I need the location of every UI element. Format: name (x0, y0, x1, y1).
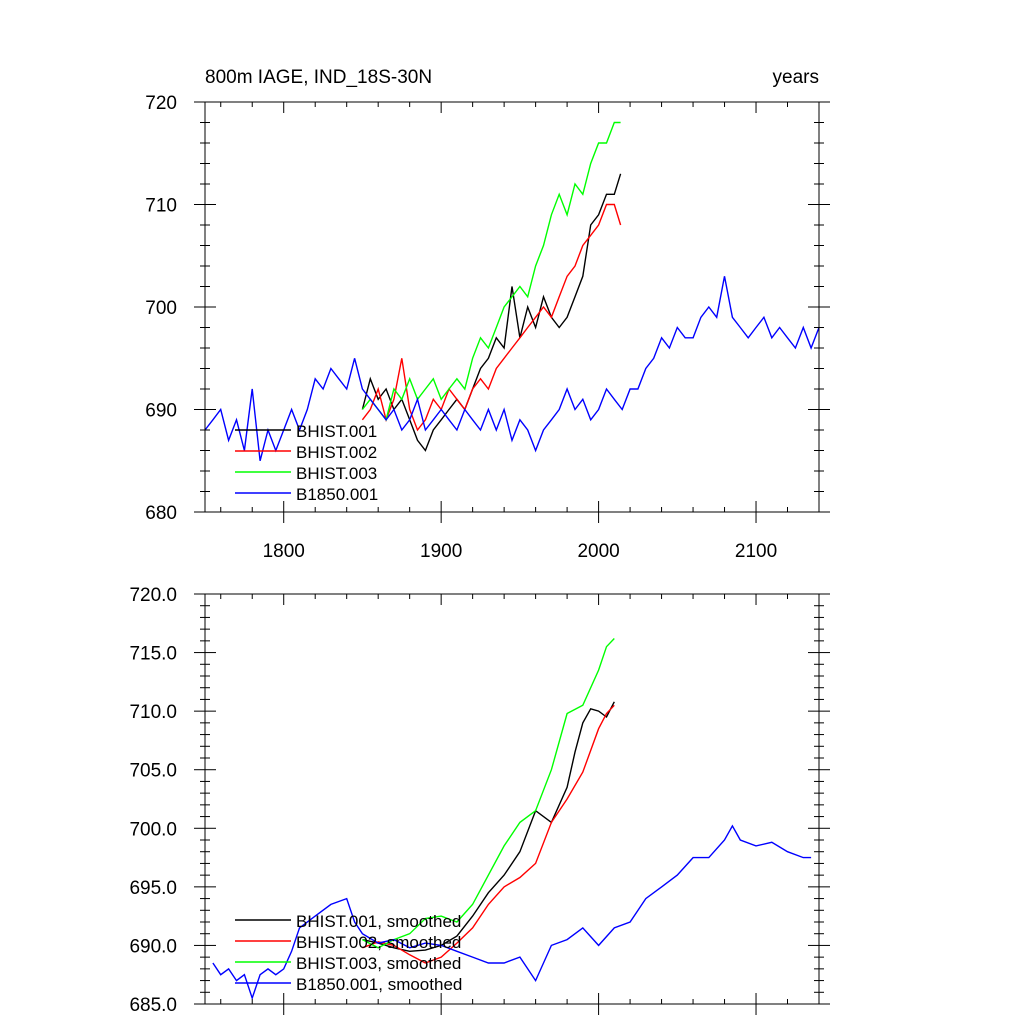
y-tick-label: 710.0 (129, 702, 177, 723)
legend-label: B1850.001, smoothed (296, 975, 462, 994)
y-tick-label: 690.0 (129, 936, 177, 957)
legend: BHIST.001, smoothed BHIST.002, smoothed BH… (235, 912, 462, 994)
axis-ticks (194, 101, 830, 523)
series-line-3 (362, 638, 615, 949)
right-title: years (773, 67, 819, 88)
x-tick-label: 2000 (577, 541, 619, 562)
series-line-3 (361, 121, 621, 422)
series-line-1 (362, 701, 615, 953)
y-tick-label: 720.0 (129, 585, 177, 606)
plot-frame (204, 593, 820, 1005)
series-lines (204, 121, 820, 461)
series-line-4 (204, 276, 820, 461)
tick-labels: 685.0 690.0 695.0 700.0 705.0 710.0 715.0 720.0 (129, 585, 177, 1016)
chart-title: 800m IAGE, IND_18S-30N (205, 67, 432, 88)
y-tick-label: 680 (145, 503, 177, 524)
y-tick-label: 700.0 (129, 819, 177, 840)
legend-label: BHIST.003 (296, 464, 377, 483)
series-line-2 (361, 203, 622, 432)
top-panel: 800m IAGE, IND_18S-30N years 680 690 700 71… (145, 67, 830, 562)
legend-label: BHIST.001, smoothed (296, 912, 461, 931)
legend-label: BHIST.001 (296, 422, 377, 441)
tick-labels: 680 690 700 710 720 1800 1900 2000 2100 (145, 93, 777, 562)
y-tick-label: 720 (145, 93, 177, 114)
legend: BHIST.001 BHIST.002 BHIST.003 B1850.001 (235, 422, 378, 504)
x-tick-label: 1800 (263, 541, 305, 562)
series-lines (212, 638, 812, 1001)
legend-label: BHIST.003, smoothed (296, 954, 461, 973)
y-tick-label: 710 (145, 196, 177, 217)
axis-ticks (194, 593, 830, 1015)
x-tick-label: 1900 (420, 541, 462, 562)
series-line-1 (361, 173, 622, 452)
series-line-2 (362, 704, 615, 964)
y-tick-label: 685.0 (129, 995, 177, 1016)
x-tick-label: 2100 (735, 541, 777, 562)
series-line-4 (212, 824, 812, 1001)
y-tick-label: 715.0 (129, 644, 177, 665)
plot-frame (204, 101, 820, 513)
y-tick-label: 705.0 (129, 761, 177, 782)
bottom-panel: 685.0 690.0 695.0 700.0 705.0 710.0 715.0 720.0… (129, 585, 830, 1016)
legend-label: B1850.001 (296, 485, 378, 504)
y-tick-label: 690 (145, 401, 177, 422)
legend-label: BHIST.002, smoothed (296, 933, 461, 952)
y-tick-label: 695.0 (129, 878, 177, 899)
legend-label: BHIST.002 (296, 443, 377, 462)
y-tick-label: 700 (145, 298, 177, 319)
